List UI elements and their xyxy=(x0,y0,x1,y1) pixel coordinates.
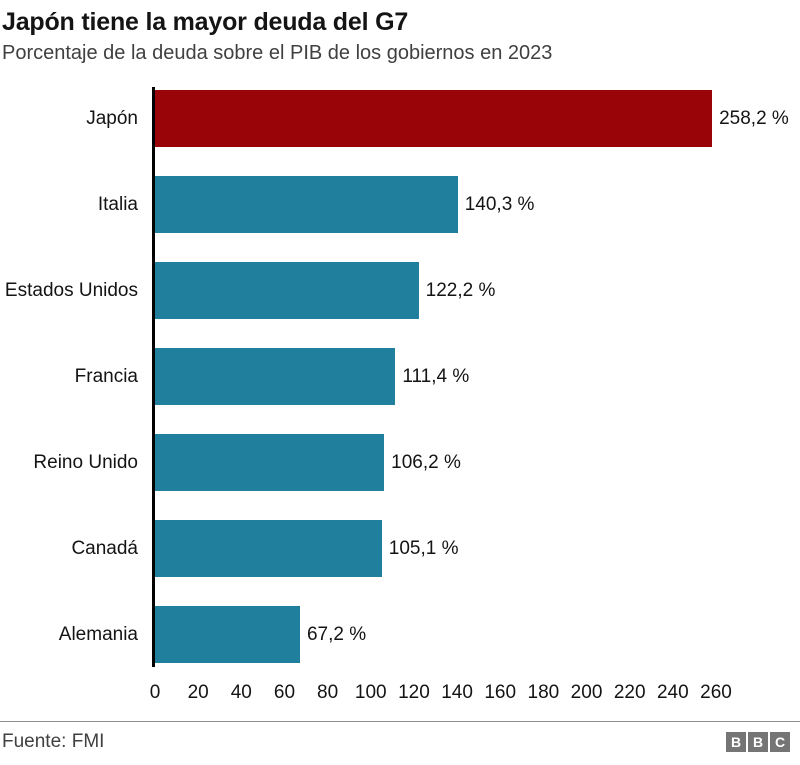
bar-row: Alemania 67,2 % xyxy=(0,592,800,678)
x-tick-label: 120 xyxy=(398,681,430,703)
bar-cell: 67,2 % xyxy=(145,592,800,678)
bar-label: Canadá xyxy=(71,537,138,559)
bar-cell: 122,2 % xyxy=(145,248,800,334)
bar-row: Italia 140,3 % xyxy=(0,162,800,248)
bar xyxy=(155,606,300,664)
bbc-logo-block: C xyxy=(770,731,790,752)
x-tick-label: 200 xyxy=(570,681,603,703)
x-tick-label: 40 xyxy=(230,681,252,703)
y-axis-line xyxy=(152,86,155,667)
x-tick-label: 80 xyxy=(317,681,339,703)
bar-label: Reino Unido xyxy=(33,451,138,473)
bar xyxy=(155,434,385,492)
x-tick-label: 60 xyxy=(273,681,296,703)
x-tick-label: 20 xyxy=(187,681,209,703)
bar-label: Alemania xyxy=(58,623,138,645)
bar-chart: Japón 258,2 % Italia 140,3 % Estados Uni… xyxy=(0,76,800,708)
bar-value-label: 105,1 % xyxy=(388,537,459,559)
bar-row: Reino Unido 106,2 % xyxy=(0,420,800,506)
source-text: Fuente: FMI xyxy=(2,730,105,752)
footer-divider xyxy=(0,720,800,722)
x-tick-label: 220 xyxy=(613,681,646,703)
bar-cell: 105,1 % xyxy=(145,506,800,592)
bar-rows: Japón 258,2 % Italia 140,3 % Estados Uni… xyxy=(0,76,800,678)
chart-subtitle: Porcentaje de la deuda sobre el PIB de l… xyxy=(2,41,553,64)
x-tick-label: 180 xyxy=(527,681,560,703)
bar-cell: 140,3 % xyxy=(145,162,800,248)
bar xyxy=(155,90,713,148)
bar-value-label: 140,3 % xyxy=(464,193,535,215)
x-axis: 0 20 40 60 80 100 120 140 160 180 200 220 240 260 xyxy=(150,678,800,708)
bar-cell: 258,2 % xyxy=(145,76,800,162)
chart-title: Japón tiene la mayor deuda del G7 xyxy=(2,8,409,36)
bar-value-label: 111,4 % xyxy=(402,365,470,387)
bar-label: Japón xyxy=(86,107,138,129)
bar-row: Japón 258,2 % xyxy=(0,76,800,162)
bar-value-label: 122,2 % xyxy=(425,279,496,301)
bar-value-label: 106,2 % xyxy=(391,451,461,473)
bar-cell: 111,4 % xyxy=(145,334,800,420)
x-tick-label: 240 xyxy=(656,681,689,703)
bar xyxy=(155,348,396,406)
x-tick-label: 160 xyxy=(484,681,517,703)
x-tick-label: 0 xyxy=(149,681,161,703)
bar-cell: 106,2 % xyxy=(145,420,800,506)
bar xyxy=(155,262,419,320)
bbc-logo-block: B xyxy=(748,731,768,752)
bar-label: Estados Unidos xyxy=(4,279,138,301)
bbc-logo-block: B xyxy=(726,731,746,752)
bar-row: Estados Unidos 122,2 % xyxy=(0,248,800,334)
bar-label: Francia xyxy=(74,365,138,387)
bar-row: Francia 111,4 % xyxy=(0,334,800,420)
bar-label: Italia xyxy=(97,193,138,215)
bar xyxy=(155,176,458,234)
x-tick-label: 140 xyxy=(441,681,473,703)
bar-row: Canadá 105,1 % xyxy=(0,506,800,592)
bar xyxy=(155,520,382,578)
x-tick-label: 100 xyxy=(354,681,387,703)
x-tick-label: 260 xyxy=(700,681,732,703)
bar-value-label: 67,2 % xyxy=(306,623,367,645)
bar-value-label: 258,2 % xyxy=(719,107,789,129)
